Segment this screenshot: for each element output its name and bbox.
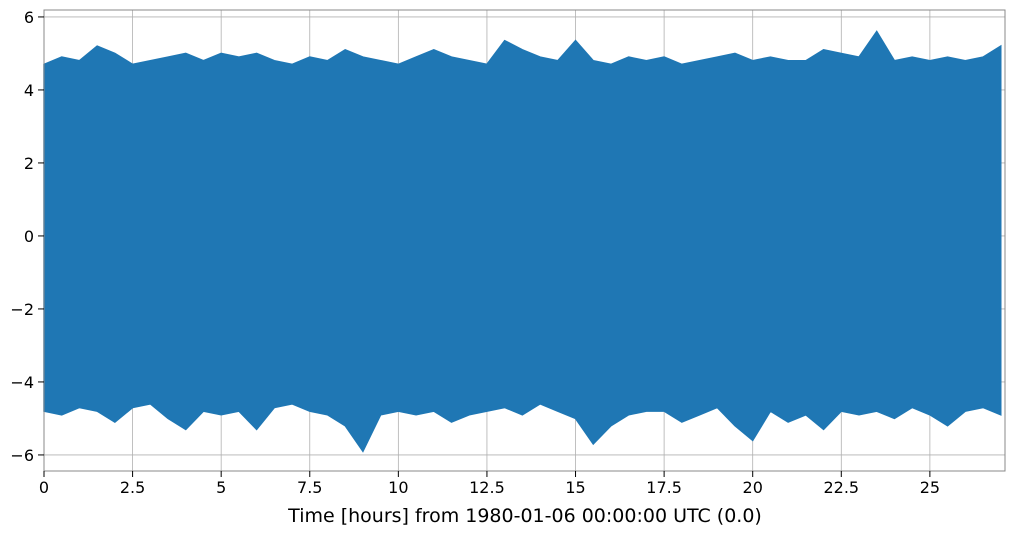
plot-frame xyxy=(43,9,1006,472)
x-tick-label: 25 xyxy=(920,478,940,497)
x-tick-label: 17.5 xyxy=(646,478,682,497)
x-tick-label: 20 xyxy=(743,478,763,497)
y-tick-label: −2 xyxy=(10,300,34,319)
x-tick-label: 5 xyxy=(216,478,226,497)
x-tick-label: 22.5 xyxy=(823,478,859,497)
x-tick-label: 2.5 xyxy=(120,478,145,497)
y-tick-label: −4 xyxy=(10,373,34,392)
x-tick-label: 12.5 xyxy=(469,478,505,497)
x-tick-label: 0 xyxy=(39,478,49,497)
x-tick-label: 7.5 xyxy=(297,478,322,497)
signal-envelope xyxy=(43,30,1002,453)
x-axis-label: Time [hours] from 1980-01-06 00:00:00 UT… xyxy=(287,505,762,527)
y-tick-label: 4 xyxy=(24,81,34,100)
y-tick-label: −6 xyxy=(10,446,34,465)
x-tick-label: 10 xyxy=(388,478,408,497)
y-tick-label: 6 xyxy=(24,8,34,27)
x-tick-label: 15 xyxy=(565,478,585,497)
y-tick-label: 0 xyxy=(24,227,34,246)
y-tick-label: 2 xyxy=(24,154,34,173)
plot-area xyxy=(43,30,1002,453)
ticks: 0 2.5 5 7.5 10 12.5 15 17.5 20 22.5 25 −6 −4 −2 0 2 4 6 xyxy=(10,8,940,497)
